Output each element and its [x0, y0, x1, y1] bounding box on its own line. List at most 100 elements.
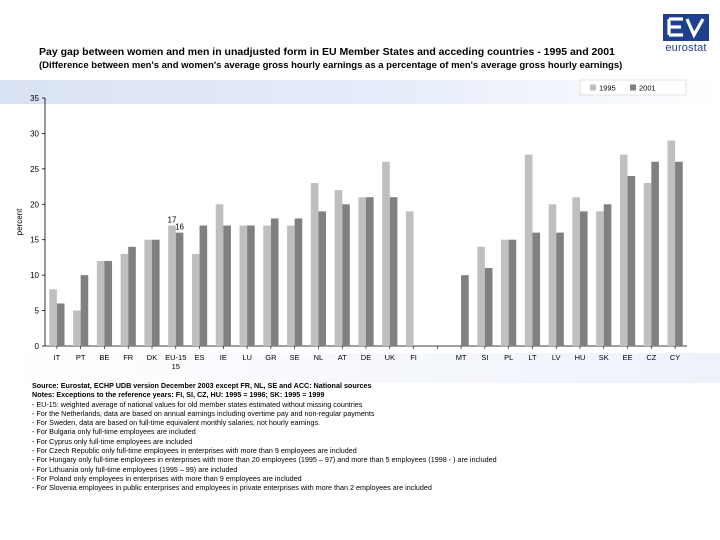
bar-2001 [508, 239, 517, 346]
bar-1995 [572, 197, 580, 346]
bar-1995 [501, 239, 509, 346]
x-tick-label: SI [481, 353, 488, 362]
chart-legend: 1995 2001 [579, 79, 687, 96]
legend-swatch [630, 84, 636, 91]
legend-label: 2001 [639, 84, 656, 93]
notes-heading: Notes: Exceptions to the reference years… [32, 390, 325, 400]
x-tick-label: LT [528, 353, 537, 362]
bar-2001 [56, 303, 65, 346]
bar-1995 [96, 260, 105, 346]
bar-1995 [548, 204, 557, 346]
bar-2001 [389, 197, 398, 346]
source-line: Source: Eurostat, ECHP UDB version Decem… [32, 381, 372, 390]
footer-band [0, 353, 720, 383]
bar-1995 [168, 225, 176, 346]
note-line: - EU-15: weighted average of national va… [32, 399, 363, 409]
bar-1995 [239, 225, 248, 346]
chart-bars [49, 140, 683, 346]
x-tick-label: DK [147, 353, 157, 362]
bar-2001 [152, 239, 160, 346]
bar-2001 [247, 225, 255, 346]
legend-swatch [590, 84, 596, 91]
bar-2001 [484, 268, 493, 346]
x-tick-label: NL [314, 353, 324, 362]
bar-2001 [199, 225, 208, 346]
bar-2001 [294, 218, 303, 346]
x-tick-label: MT [456, 353, 467, 362]
x-tick-label: BE [99, 353, 109, 362]
bar-1995 [191, 253, 200, 346]
x-tick-label: LV [552, 353, 561, 362]
x-tick-label: PL [504, 353, 513, 362]
bar-2001 [175, 232, 184, 346]
bar-1995 [358, 197, 366, 346]
bar-1995 [120, 253, 129, 346]
eurostat-logo: eurostat [660, 14, 712, 58]
bar-2001 [342, 204, 350, 346]
bar-2001 [627, 175, 636, 346]
bar-2001 [104, 260, 113, 346]
note-line: - For Cyprus only full-time employees ar… [32, 436, 193, 446]
eurostat-logo-mark [663, 14, 709, 41]
x-tick-label: ES [195, 353, 205, 362]
bar-1995 [643, 183, 652, 346]
bar-1995 [619, 154, 628, 346]
y-axis-title: percent [15, 208, 24, 235]
y-tick-label: 0 [35, 342, 40, 351]
x-tick-label: EE [623, 353, 633, 362]
bar-2001 [318, 211, 327, 346]
x-tick-label: FI [410, 353, 417, 362]
bar-1995 [263, 225, 271, 346]
bar-2001 [270, 218, 279, 346]
bar-2001 [580, 211, 588, 346]
legend-label: 1995 [599, 84, 616, 93]
x-tick-label: HU [575, 353, 586, 362]
x-tick-label: SE [290, 353, 300, 362]
bar-2001 [603, 204, 612, 346]
y-tick-label: 15 [30, 236, 39, 245]
x-tick-label: FR [123, 353, 134, 362]
bar-1995 [524, 154, 533, 346]
eurostat-logo-text: eurostat [665, 42, 707, 54]
bar-2001 [128, 246, 136, 346]
bar-1995 [382, 161, 390, 346]
x-tick-label: IT [54, 353, 61, 362]
bar-2001 [461, 275, 469, 346]
x-tick-label: LU [242, 353, 252, 362]
bar-1995 [334, 190, 343, 346]
bar-2001 [556, 232, 564, 346]
bar-2001 [80, 275, 89, 346]
y-tick-label: 5 [35, 307, 40, 316]
bar-1995 [144, 239, 152, 346]
note-line: - For Czech Republic only full-time empl… [32, 446, 357, 456]
bar-1995 [73, 310, 81, 346]
x-tick-label: SK [599, 353, 609, 362]
data-label: 17 [168, 216, 177, 225]
note-line: - For Bulgaria only full-time employees … [32, 427, 196, 437]
chart-subtitle: (Difference between men's and women's av… [39, 60, 623, 71]
bar-1995 [405, 211, 414, 346]
bar-2001 [651, 161, 659, 346]
note-line: - For Slovenia employees in public enter… [32, 483, 432, 493]
x-tick-label: DE [361, 353, 371, 362]
data-label: 16 [175, 223, 184, 232]
bar-1995 [596, 211, 604, 346]
y-tick-label: 30 [30, 129, 39, 138]
note-line: - For Hungary only full-time employees i… [32, 455, 497, 465]
note-line: - For Poland only employees in enterpris… [32, 473, 302, 483]
bar-1995 [215, 204, 224, 346]
bar-2001 [532, 232, 541, 346]
x-tick-label: PT [76, 353, 86, 362]
chart-title: Pay gap between women and men in unadjus… [39, 46, 615, 58]
bar-1995 [310, 183, 319, 346]
bar-1995 [667, 140, 676, 346]
note-line: - For the Netherlands, data are based on… [32, 408, 375, 418]
y-tick-label: 10 [30, 271, 39, 280]
bar-1995 [477, 246, 485, 346]
note-line: - For Lithuania only full-time employees… [32, 464, 238, 474]
y-tick-label: 35 [30, 94, 39, 103]
x-tick-label: CY [670, 353, 680, 362]
y-tick-label: 25 [30, 165, 39, 174]
